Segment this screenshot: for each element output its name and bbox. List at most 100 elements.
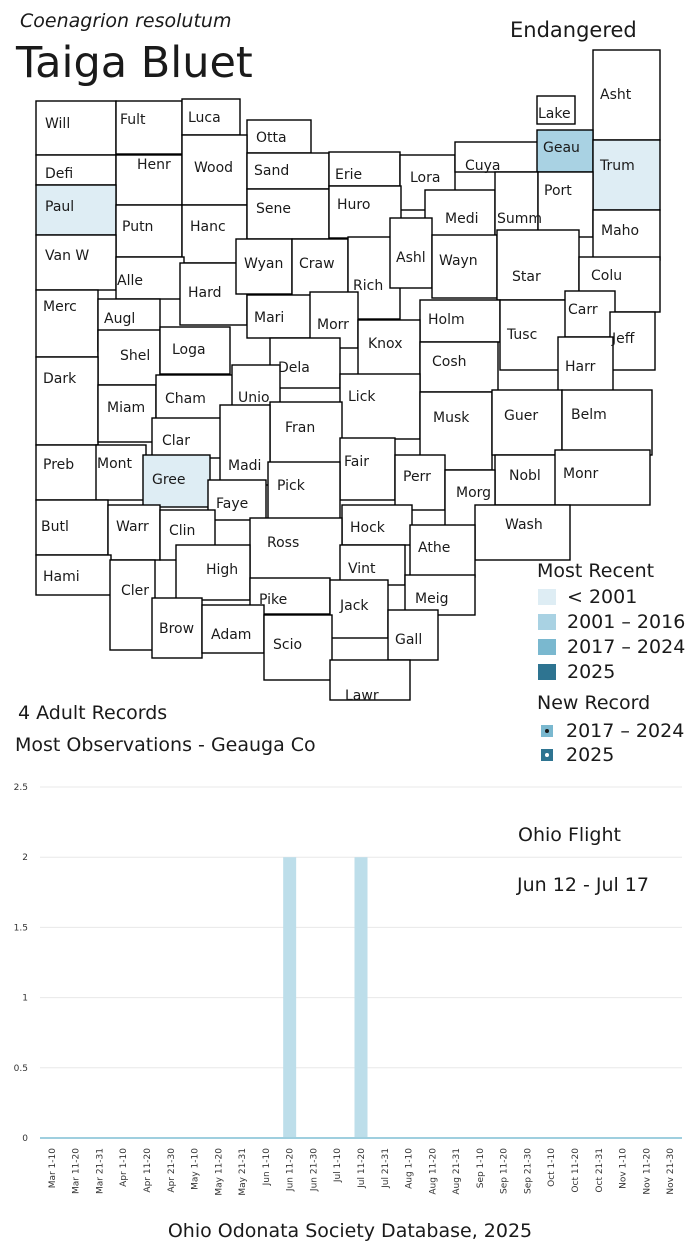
county-label-wash: Wash xyxy=(505,517,543,533)
x-tick-label: Jun 1-10 xyxy=(262,1148,272,1187)
county-luca xyxy=(181,98,241,136)
county-meig xyxy=(404,574,476,616)
x-tick-label: Aug 1-10 xyxy=(405,1148,415,1189)
conservation-status: Endangered xyxy=(510,18,637,42)
x-tick-label: Oct 11-20 xyxy=(571,1148,581,1193)
x-tick-label: Nov 21-30 xyxy=(666,1148,676,1195)
x-tick-label: May 11-20 xyxy=(214,1148,224,1196)
county-hock xyxy=(341,504,413,546)
legend-swatch xyxy=(538,664,556,680)
county-label-geau: Geau xyxy=(543,140,580,156)
x-tick-label: Mar 1-10 xyxy=(48,1148,58,1189)
y-tick-label: 1.5 xyxy=(14,923,28,933)
x-tick-label: Apr 1-10 xyxy=(119,1148,129,1187)
county-label-belm: Belm xyxy=(571,407,607,423)
x-tick-label: Mar 11-20 xyxy=(72,1148,82,1194)
legend-swatch xyxy=(538,639,556,655)
county-belm xyxy=(561,389,653,456)
county-fair xyxy=(339,437,396,501)
legend-item-new-2025: 2025 xyxy=(538,744,614,766)
county-label-lick: Lick xyxy=(348,389,376,405)
county-label-otta: Otta xyxy=(256,130,287,146)
county-label-jack: Jack xyxy=(339,598,369,614)
county-summ xyxy=(494,171,539,238)
y-tick-label: 2.5 xyxy=(14,783,28,793)
legend-label: 2017 – 2024 xyxy=(567,636,686,658)
legend-new-record-title: New Record xyxy=(537,692,651,714)
county-trum xyxy=(592,139,661,211)
county-label-pick: Pick xyxy=(277,478,306,494)
adult-records-count: 4 Adult Records xyxy=(18,702,168,724)
chart-bars xyxy=(40,857,682,1139)
x-tick-label: Jul 11-20 xyxy=(357,1148,367,1189)
county-athe xyxy=(409,524,476,578)
x-tick-label: Sep 1-10 xyxy=(476,1148,486,1189)
county-label-morg: Morg xyxy=(456,485,491,501)
county-label-fran: Fran xyxy=(285,420,315,436)
county-gree xyxy=(142,454,211,508)
county-high xyxy=(175,544,251,601)
legend-swatch xyxy=(538,589,556,605)
county-label-maho: Maho xyxy=(601,223,639,239)
county-label-clar: Clar xyxy=(162,433,190,449)
new-record-swatch xyxy=(541,749,553,761)
county-hami xyxy=(35,554,112,596)
county-label-putn: Putn xyxy=(122,219,153,235)
county-label-cuya: Cuya xyxy=(465,158,501,174)
county-label-star: Star xyxy=(512,269,541,285)
county-label-clin: Clin xyxy=(169,523,195,539)
county-sand xyxy=(246,152,330,190)
scientific-name: Coenagrion resolutum xyxy=(20,10,232,32)
county-label-nobl: Nobl xyxy=(509,468,541,484)
county-label-lora: Lora xyxy=(410,170,440,186)
x-tick-label: Nov 1-10 xyxy=(619,1148,629,1189)
legend-item-2025: 2025 xyxy=(538,661,615,683)
county-madi xyxy=(219,404,271,486)
county-label-trum: Trum xyxy=(599,158,635,174)
x-tick-label: Jun 11-20 xyxy=(286,1148,296,1192)
county-label-mont: Mont xyxy=(97,456,133,472)
county-label-sand: Sand xyxy=(254,163,289,179)
county-label-wyan: Wyan xyxy=(244,256,283,272)
county-label-butl: Butl xyxy=(41,519,69,535)
county-label-hard: Hard xyxy=(188,285,222,301)
county-label-medi: Medi xyxy=(445,211,478,227)
county-erie xyxy=(328,151,401,187)
x-tick-label: Aug 21-31 xyxy=(452,1148,462,1195)
x-tick-label: Jul 21-31 xyxy=(381,1148,391,1189)
county-label-merc: Merc xyxy=(43,299,77,315)
county-label-ashl: Ashl xyxy=(396,250,426,266)
county-label-hanc: Hanc xyxy=(190,219,226,235)
county-monr xyxy=(554,449,651,506)
county-label-sene: Sene xyxy=(256,201,291,217)
data-source: Ohio Odonata Society Database, 2025 xyxy=(167,1220,533,1242)
county-label-augl: Augl xyxy=(104,311,135,327)
county-label-madi: Madi xyxy=(228,458,261,474)
county-fult xyxy=(115,100,183,155)
county-label-port: Port xyxy=(544,183,572,199)
flight-range: Jun 12 - Jul 17 xyxy=(517,874,649,896)
chart-y-axis: 0 0.5 1 1.5 2 2.5 xyxy=(14,783,29,1144)
county-label-holm: Holm xyxy=(428,312,465,328)
county-henr xyxy=(115,154,183,206)
x-tick-label: Aug 11-20 xyxy=(428,1148,438,1195)
county-faye xyxy=(207,479,267,521)
county-jack xyxy=(329,579,389,639)
x-tick-label: Oct 21-31 xyxy=(595,1148,605,1193)
county-label-high: High xyxy=(206,562,238,578)
legend-item-new-2017-2024: 2017 – 2024 xyxy=(538,720,684,742)
county-label-colu: Colu xyxy=(591,268,622,284)
county-label-warr: Warr xyxy=(116,519,149,535)
county-label-vint: Vint xyxy=(348,561,376,577)
county-label-adam: Adam xyxy=(211,627,251,643)
county-label-miam: Miam xyxy=(107,400,145,416)
county-van-w xyxy=(35,234,117,291)
county-label-gall: Gall xyxy=(395,632,422,648)
x-tick-label: Jul 1-10 xyxy=(333,1148,343,1183)
county-butl xyxy=(35,499,109,556)
county-label-wayn: Wayn xyxy=(439,253,478,269)
county-shel xyxy=(97,329,161,386)
county-label-craw: Craw xyxy=(299,256,335,272)
county-label-lake: Lake xyxy=(538,106,571,122)
new-record-swatch xyxy=(541,725,553,737)
